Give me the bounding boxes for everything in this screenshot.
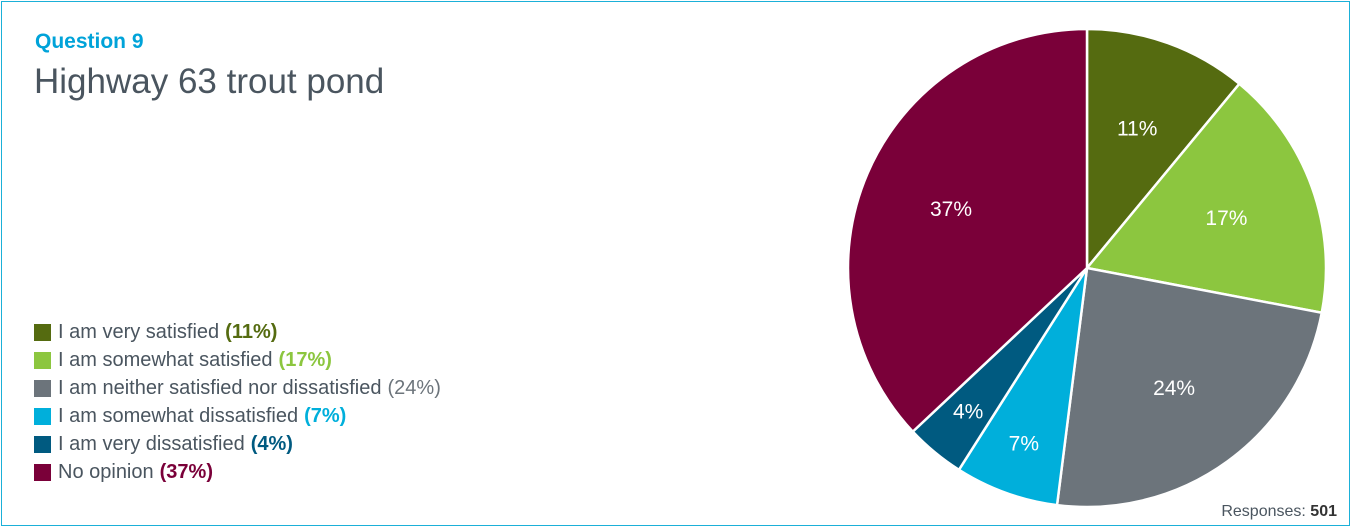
legend: I am very satisfied (11%) I am somewhat sa… xyxy=(34,318,441,486)
pie-slice xyxy=(1055,266,1324,509)
legend-swatch xyxy=(34,407,51,425)
legend-item: I am somewhat satisfied (17%) xyxy=(34,346,441,374)
slice-label: 11% xyxy=(1117,118,1157,141)
slice-label: 7% xyxy=(1009,432,1039,455)
question-number: Question 9 xyxy=(35,30,144,53)
pie-slice xyxy=(846,27,1089,434)
legend-swatch xyxy=(34,351,51,369)
legend-label: I am neither satisfied nor dissatisfied xyxy=(58,376,382,399)
legend-label: I am very dissatisfied xyxy=(58,432,245,455)
legend-item: I am very satisfied (11%) xyxy=(34,318,441,346)
legend-swatch xyxy=(34,379,51,397)
legend-label: I am very satisfied xyxy=(58,320,220,343)
legend-percent: (24%) xyxy=(387,376,441,399)
slice-label: 17% xyxy=(1205,207,1247,230)
legend-label: I am somewhat dissatisfied xyxy=(58,404,299,427)
legend-item: I am somewhat dissatisfied (7%) xyxy=(34,402,441,430)
legend-percent: (37%) xyxy=(159,460,213,483)
slice-label: 37% xyxy=(930,198,972,221)
legend-swatch xyxy=(34,435,51,453)
legend-percent: (4%) xyxy=(250,432,293,455)
legend-swatch xyxy=(34,323,51,341)
legend-label: I am somewhat satisfied xyxy=(58,348,273,371)
legend-item: I am neither satisfied nor dissatisfied(… xyxy=(34,374,441,402)
legend-percent: (17%) xyxy=(278,348,332,371)
legend-item: I am very dissatisfied (4%) xyxy=(34,430,441,458)
legend-percent: (11%) xyxy=(225,320,278,343)
responses-value: 501 xyxy=(1310,503,1337,520)
legend-swatch xyxy=(34,463,51,481)
legend-percent: (7%) xyxy=(304,404,347,427)
pie-slice xyxy=(1085,27,1242,272)
slice-label: 24% xyxy=(1153,377,1195,400)
legend-item: No opinion (37%) xyxy=(34,458,441,486)
pie-slice xyxy=(957,267,1089,507)
responses-count: Responses: 501 xyxy=(1221,503,1337,521)
legend-label: No opinion xyxy=(58,460,154,483)
pie-slice xyxy=(1084,82,1328,315)
slice-label: 4% xyxy=(953,401,983,424)
responses-label: Responses: xyxy=(1221,503,1306,520)
chart-title: Highway 63 trout pond xyxy=(34,62,385,101)
